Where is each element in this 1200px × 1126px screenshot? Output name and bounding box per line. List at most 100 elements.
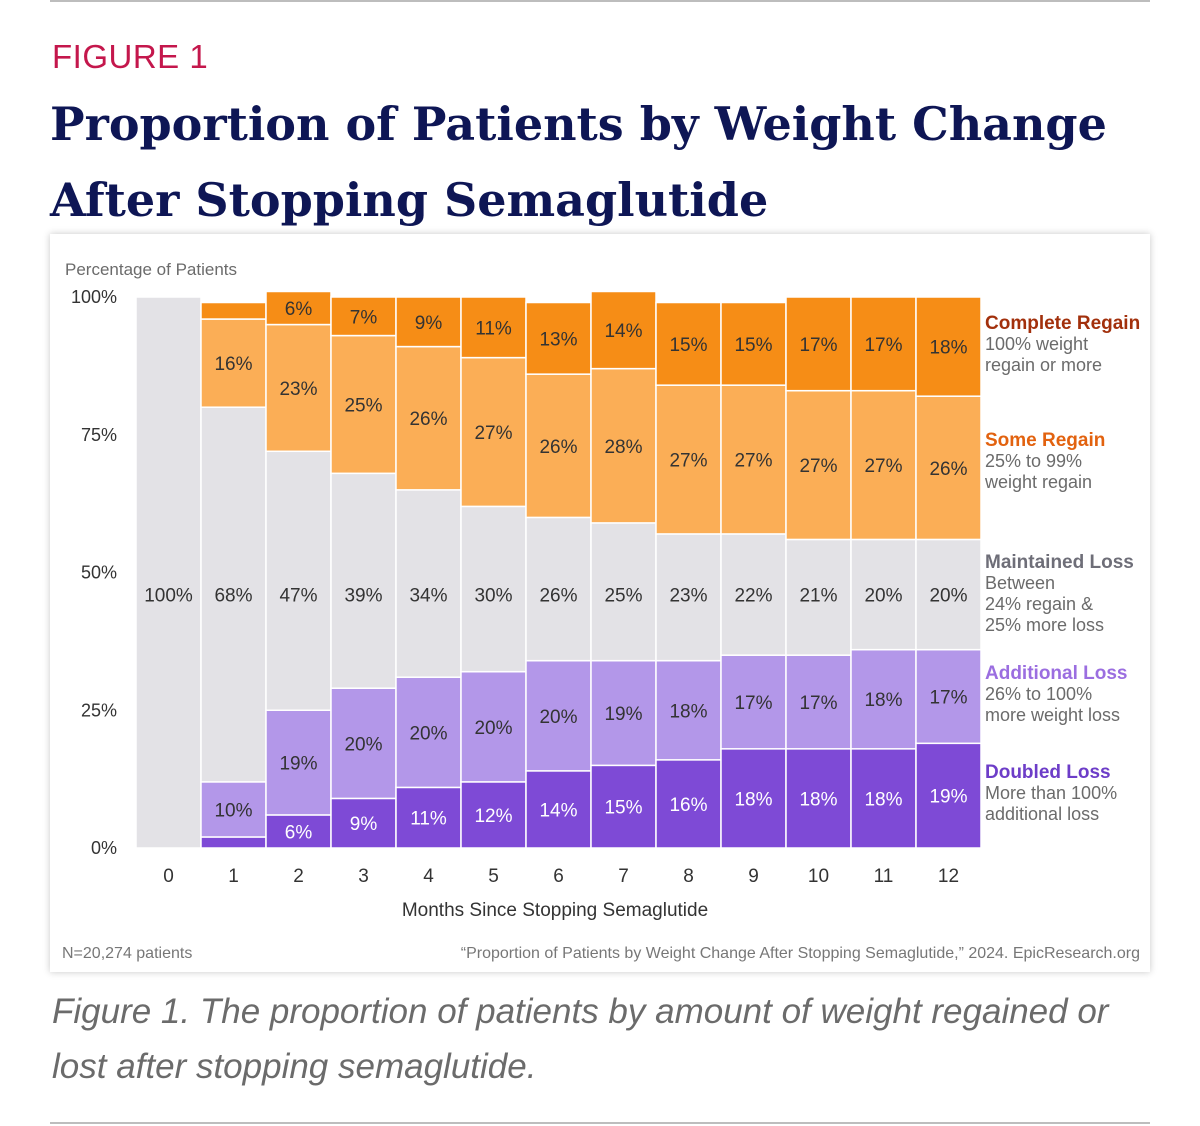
data-label: 20%	[539, 707, 577, 728]
bar-segment-additional-loss	[460, 670, 527, 783]
source-credit: “Proportion of Patients by Weight Change…	[461, 945, 1140, 962]
data-label: 26%	[539, 437, 577, 458]
legend-description: 26% to 100%	[985, 684, 1092, 704]
data-label: 11%	[410, 809, 447, 830]
bar-segment-additional-loss	[330, 687, 397, 800]
data-label: 23%	[279, 379, 317, 400]
legend-title: Maintained Loss	[985, 552, 1134, 573]
bar-segment-maintained-loss	[460, 505, 527, 673]
data-label: 17%	[734, 693, 772, 714]
x-tick-label: 9	[748, 866, 759, 887]
bar-segment-some-regain	[265, 323, 332, 453]
legend-description: Between	[985, 573, 1055, 593]
x-tick-label: 11	[874, 866, 894, 887]
data-label: 15%	[734, 335, 772, 356]
data-label: 22%	[734, 586, 772, 607]
bar-segment-some-regain	[330, 334, 397, 475]
bar-segment-doubled-loss	[525, 770, 592, 849]
bar-segment-maintained-loss	[200, 406, 267, 783]
data-label: 9%	[350, 814, 378, 835]
data-label: 19%	[929, 787, 967, 808]
figure-title: Proportion of Patients by Weight Change …	[50, 97, 1107, 227]
data-label: 16%	[669, 795, 707, 816]
data-label: 17%	[799, 335, 837, 356]
bar-segment-maintained-loss	[525, 516, 592, 662]
figure-label: FIGURE 1	[52, 38, 209, 75]
bar-segment-maintained-loss	[135, 296, 202, 849]
bar-segment-maintained-loss	[265, 450, 332, 711]
legend-description: regain or more	[985, 355, 1102, 375]
data-label: 13%	[539, 329, 577, 350]
stacked-bar-chart: Percentage of Patients 0% 25% 50% 75% 100% 1…	[62, 260, 1140, 962]
bar-segment-additional-loss	[915, 648, 982, 745]
bar-segment-additional-loss	[200, 781, 267, 838]
bar-segment-some-regain	[655, 384, 722, 535]
bar-segment-complete-regain	[265, 290, 332, 326]
legend-description: 24% regain &	[985, 594, 1093, 614]
bar-segment-doubled-loss	[200, 836, 267, 849]
y-tick-label: 25%	[81, 700, 117, 720]
bar-segment-some-regain	[915, 395, 982, 541]
data-label: 15%	[669, 335, 707, 356]
bar-segment-some-regain	[850, 389, 917, 541]
data-label: 25%	[344, 395, 382, 416]
data-label: 39%	[344, 586, 382, 607]
x-tick-label: 2	[293, 866, 304, 887]
data-label: 27%	[864, 456, 902, 477]
y-tick-label: 50%	[81, 563, 117, 583]
y-tick-label: 100%	[71, 287, 117, 307]
data-label: 17%	[799, 693, 837, 714]
data-label: 10%	[214, 800, 252, 821]
bar-segment-doubled-loss	[460, 781, 527, 849]
data-label: 17%	[864, 335, 902, 356]
data-label: 16%	[214, 354, 252, 375]
data-label: 9%	[415, 313, 443, 334]
chart-card: Percentage of Patients 0% 25% 50% 75% 100% 1…	[50, 234, 1150, 972]
data-label: 11%	[475, 318, 512, 339]
data-label: 26%	[409, 409, 447, 430]
bar-segment-doubled-loss	[395, 786, 462, 849]
data-label: 12%	[474, 806, 512, 827]
y-tick-label: 0%	[91, 838, 117, 858]
sample-size-note: N=20,274 patients	[62, 945, 192, 962]
bar-segment-maintained-loss	[590, 522, 657, 662]
data-label: 27%	[799, 456, 837, 477]
data-label: 27%	[669, 451, 707, 472]
data-label: 18%	[864, 690, 902, 711]
data-label: 28%	[604, 437, 642, 458]
x-tick-label: 4	[423, 866, 434, 887]
data-label: 27%	[474, 423, 512, 444]
data-label: 100%	[144, 586, 193, 607]
bar-segment-additional-loss	[265, 709, 332, 816]
data-label: 18%	[669, 701, 707, 722]
bar-segment-complete-regain	[655, 301, 722, 386]
bar-segment-additional-loss	[590, 659, 657, 767]
bar-segment-doubled-loss	[720, 748, 787, 849]
data-label: 15%	[604, 798, 642, 819]
x-tick-label: 8	[683, 866, 694, 887]
data-label: 19%	[279, 754, 317, 775]
x-tick-label: 3	[358, 866, 369, 887]
data-label: 18%	[864, 789, 902, 810]
legend-title: Some Regain	[985, 430, 1105, 451]
y-axis-label: Percentage of Patients	[65, 260, 237, 279]
legend-title: Doubled Loss	[985, 762, 1111, 783]
x-axis-label: Months Since Stopping Semaglutide	[402, 900, 708, 921]
bar-segment-complete-regain	[915, 296, 982, 397]
bar-segment-some-regain	[460, 356, 527, 508]
data-label: 20%	[474, 718, 512, 739]
data-label: 20%	[344, 734, 382, 755]
legend-title: Complete Regain	[985, 313, 1140, 334]
bottom-rule	[50, 1122, 1150, 1124]
data-label: 18%	[734, 789, 772, 810]
legend-description: 25% more loss	[985, 615, 1104, 635]
data-label: 6%	[285, 822, 313, 843]
bar-segment-additional-loss	[850, 648, 917, 750]
legend-description: weight regain	[984, 472, 1092, 492]
data-label: 7%	[350, 307, 378, 328]
data-label: 6%	[285, 299, 313, 320]
legend-description: additional loss	[985, 804, 1099, 824]
bar-segment-additional-loss	[395, 676, 462, 789]
data-label: 26%	[539, 586, 577, 607]
bar-segment-maintained-loss	[850, 538, 917, 651]
